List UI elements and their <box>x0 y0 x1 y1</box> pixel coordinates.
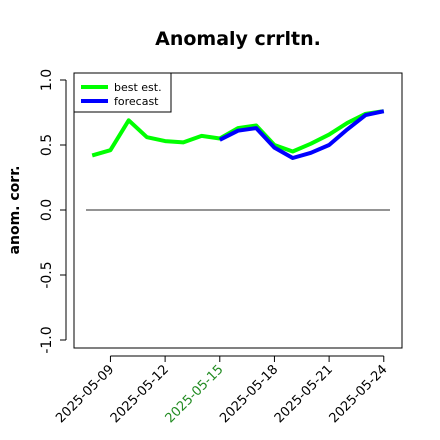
x-tick-label: 2025-05-24 <box>327 362 391 426</box>
chart-title: Anomaly crrltn. <box>155 28 321 50</box>
legend: best est.forecast <box>73 72 172 113</box>
y-tick-label: 1.0 <box>39 69 55 91</box>
legend-label: forecast <box>114 95 159 108</box>
series-group <box>91 109 385 160</box>
series-line-forecast <box>218 109 385 160</box>
legend-label: best est. <box>114 81 162 94</box>
plot-area <box>73 72 403 349</box>
y-tick-label: -1.0 <box>39 326 55 353</box>
y-tick-label: 0.5 <box>39 134 55 156</box>
legend-box <box>73 72 172 113</box>
y-axis: -1.0 -0.5 0.0 0.5 1.0 <box>39 69 67 354</box>
y-axis-label: anom. corr. <box>7 166 23 255</box>
y-tick-label: -0.5 <box>39 261 55 288</box>
series-line-best-est <box>91 109 385 158</box>
x-axis: 2025-05-092025-05-122025-05-152025-05-18… <box>53 355 391 426</box>
y-tick-label: 0.0 <box>39 199 55 221</box>
